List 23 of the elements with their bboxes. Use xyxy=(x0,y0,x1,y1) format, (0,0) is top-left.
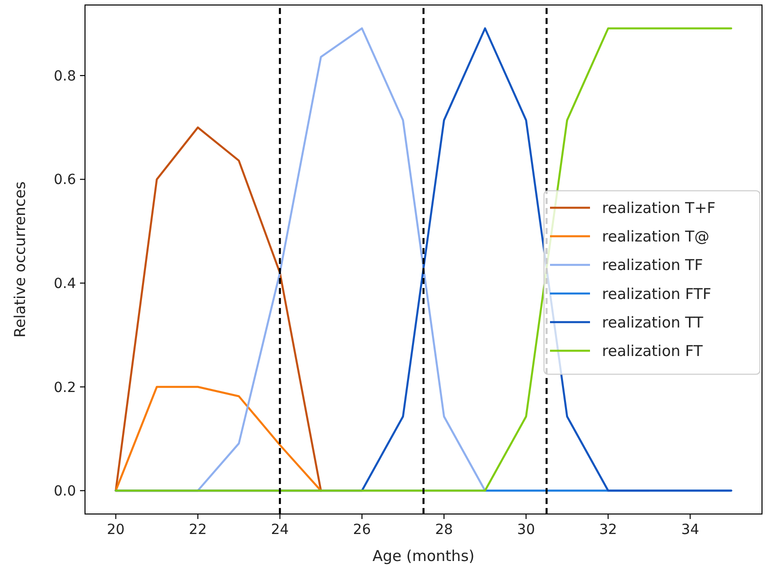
x-tick-label: 34 xyxy=(681,522,700,538)
y-tick-label: 0.0 xyxy=(54,484,76,500)
legend-label: realization T+F xyxy=(602,198,716,217)
x-tick-label: 24 xyxy=(270,522,289,538)
legend-label: realization FTF xyxy=(602,284,712,303)
legend-label: realization FT xyxy=(602,342,704,360)
y-tick-label: 0.2 xyxy=(54,380,76,396)
line-series xyxy=(114,386,322,492)
x-tick-label: 26 xyxy=(353,522,371,538)
x-tick-label: 30 xyxy=(517,522,535,538)
legend-label: realization T@ xyxy=(602,228,710,246)
y-axis-title: Relative occurrences xyxy=(11,181,29,338)
legend-label: realization TF xyxy=(602,256,703,274)
x-axis-title: Age (months) xyxy=(372,547,474,565)
line-series xyxy=(114,126,322,492)
y-tick-label: 0.4 xyxy=(54,276,76,292)
x-tick-label: 20 xyxy=(106,522,125,538)
y-tick-label: 0.6 xyxy=(54,172,76,188)
x-tick-label: 32 xyxy=(599,522,618,538)
x-tick-label: 28 xyxy=(435,522,453,538)
legend-label: realization TT xyxy=(602,313,704,332)
x-tick-label: 22 xyxy=(188,522,207,538)
y-tick-label: 0.8 xyxy=(54,68,76,84)
